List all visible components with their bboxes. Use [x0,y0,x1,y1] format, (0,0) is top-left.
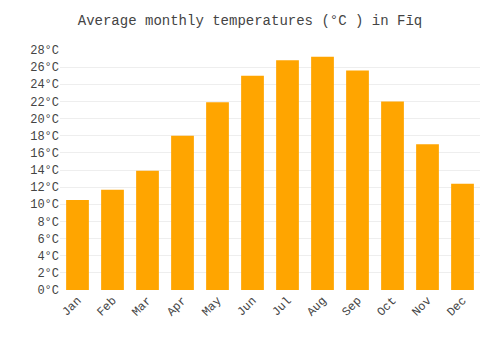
svg-text:May: May [199,294,224,319]
svg-text:6°C: 6°C [37,233,59,247]
svg-text:Jun: Jun [234,294,259,319]
svg-text:10°C: 10°C [30,198,59,212]
svg-text:22°C: 22°C [30,96,59,110]
svg-text:18°C: 18°C [30,130,59,144]
svg-text:Feb: Feb [94,294,119,319]
svg-text:Mar: Mar [129,294,154,319]
svg-text:26°C: 26°C [30,61,59,75]
svg-text:Jan: Jan [59,294,84,319]
svg-text:0°C: 0°C [37,284,59,298]
svg-text:2°C: 2°C [37,267,59,281]
svg-text:Average monthly temperatures (: Average monthly temperatures (°C ) in Fī… [78,13,422,29]
svg-text:12°C: 12°C [30,181,59,195]
svg-text:Apr: Apr [164,294,189,319]
svg-text:Aug: Aug [304,294,329,319]
svg-text:Oct: Oct [374,294,399,319]
svg-text:14°C: 14°C [30,164,59,178]
svg-text:24°C: 24°C [30,78,59,92]
svg-text:28°C: 28°C [30,44,59,58]
svg-text:20°C: 20°C [30,113,59,127]
svg-text:Jul: Jul [269,294,294,319]
svg-text:4°C: 4°C [37,250,59,264]
svg-text:Sep: Sep [339,294,364,319]
svg-text:Nov: Nov [409,294,434,319]
svg-text:8°C: 8°C [37,216,59,230]
svg-text:Dec: Dec [444,294,469,319]
svg-text:16°C: 16°C [30,147,59,161]
